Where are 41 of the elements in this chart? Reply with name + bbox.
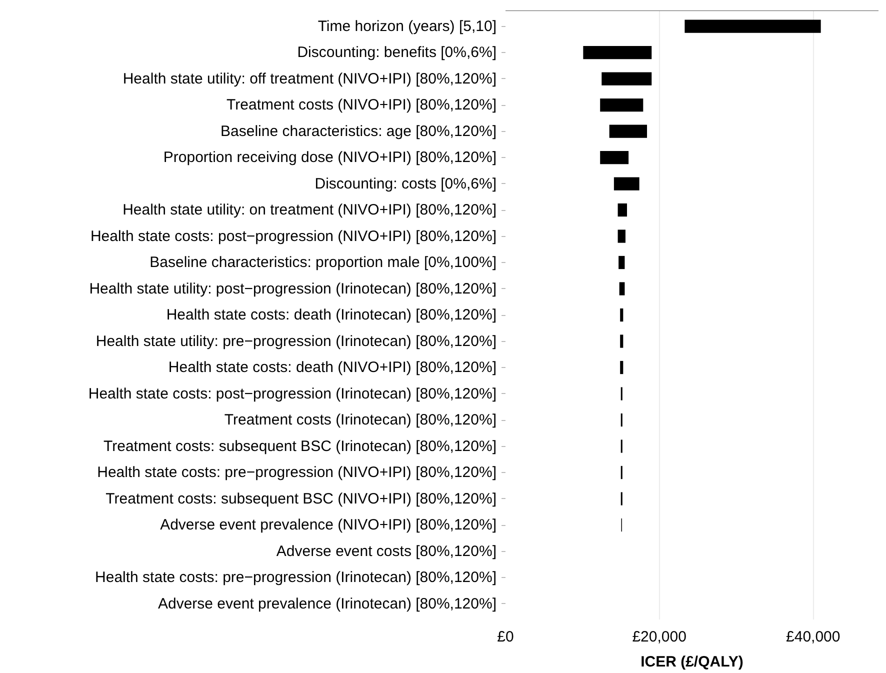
y-tick-label: Treatment costs (NIVO+IPI) [80%,120%] xyxy=(226,96,497,114)
bar xyxy=(620,308,624,322)
bar xyxy=(619,282,625,296)
y-tick-label: Health state utility: off treatment (NIVO+IPI) [80%,120%] xyxy=(122,70,497,88)
y-tick-label: Health state costs: post−progression (Irinotecan) [80%,120%] xyxy=(88,385,497,402)
y-tick-label: Proportion receiving dose (NIVO+IPI) [80%,120%] xyxy=(163,149,497,166)
y-tick-label: Time horizon (years) [5,10] xyxy=(318,18,497,35)
y-tick-label: Baseline characteristics: age [80%,120%] xyxy=(220,122,496,140)
bar xyxy=(600,98,644,112)
y-tick-label: Health state costs: post−progression (NIVO+IPI) [80%,120%] xyxy=(90,228,497,245)
y-tick-label: Health state costs: pre−progression (NIVO+IPI) [80%,120%] xyxy=(97,464,497,481)
y-tick-label: Treatment costs: subsequent BSC (Irinotecan) [80%,120%] xyxy=(104,438,497,455)
y-tick-label: Treatment costs (Irinotecan) [80%,120%] xyxy=(224,412,497,428)
bar xyxy=(618,203,628,217)
y-tick-label: Adverse event prevalence (Irinotecan) [80%,120%] xyxy=(158,595,497,612)
y-tick-label: Adverse event prevalence (NIVO+IPI) [80%,120%] xyxy=(160,516,497,534)
y-tick-label: Adverse event costs [80%,120%] xyxy=(276,542,497,560)
bar xyxy=(620,334,624,348)
x-tick-label: £20,000 xyxy=(632,628,686,646)
y-tick-label: Discounting: benefits [0%,6%] xyxy=(297,44,497,61)
bar xyxy=(609,124,648,138)
bar xyxy=(620,360,624,374)
y-tick-label: Discounting: costs [0%,6%] xyxy=(314,175,497,192)
bar xyxy=(618,230,626,243)
bar xyxy=(600,150,629,164)
y-tick-label: Health state utility: on treatment (NIVO+IPI) [80%,120%] xyxy=(122,202,497,218)
bar xyxy=(618,256,625,270)
y-tick-label: Health state costs: death (Irinotecan) [80%,120%] xyxy=(166,306,497,324)
x-tick-label: £40,000 xyxy=(786,628,840,646)
y-tick-label: Health state utility: pre−progression (Irinotecan) [80%,120%] xyxy=(96,332,497,350)
y-tick-label: Health state costs: death (NIVO+IPI) [80%,120%] xyxy=(168,359,497,376)
bar xyxy=(614,177,640,190)
y-tick-label: Health state utility: post−progression (Irinotecan) [80%,120%] xyxy=(89,280,497,298)
y-tick-label: Health state costs: pre−progression (Irinotecan) [80%,120%] xyxy=(95,569,497,586)
y-tick-label: Baseline characteristics: proportion male [0%,100%] xyxy=(150,254,497,271)
bar xyxy=(583,46,652,60)
bar xyxy=(602,72,652,86)
x-tick-label: £0 xyxy=(497,628,514,646)
x-axis-title: ICER (£/QALY) xyxy=(640,654,744,670)
bar xyxy=(684,20,821,33)
y-tick-label: Treatment costs: subsequent BSC (NIVO+IPI) [80%,120%] xyxy=(106,490,497,508)
